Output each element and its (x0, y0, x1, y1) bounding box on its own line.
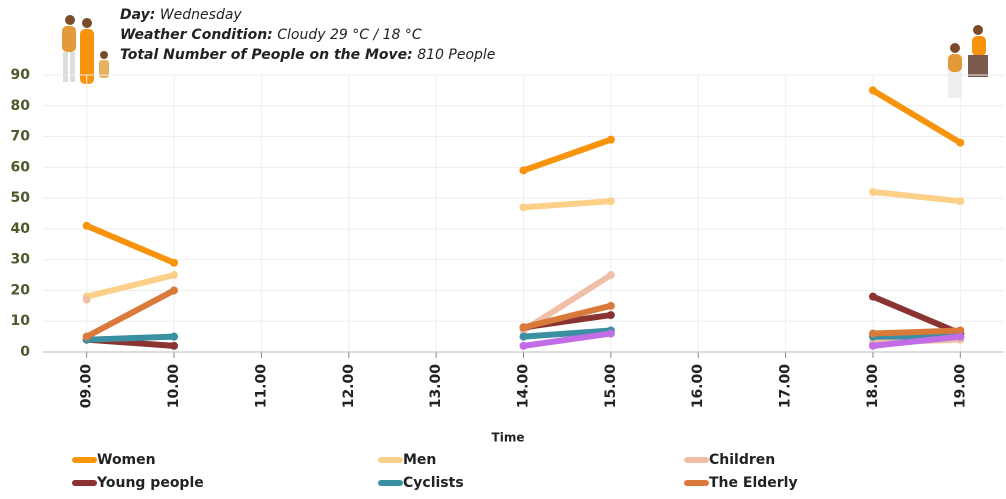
x-tick-label: 19.00 (952, 364, 968, 409)
x-tick-label: 18.00 (865, 364, 881, 409)
data-point (170, 332, 179, 341)
series-line (869, 333, 964, 349)
series-line (520, 302, 614, 331)
x-axis-label: Time (492, 431, 525, 445)
x-tick-label: 11.00 (253, 364, 269, 409)
data-point (606, 329, 615, 338)
y-tick-label: 40 (11, 221, 31, 237)
info-label: Total Number of People on the Move: (120, 47, 413, 63)
series-line (520, 327, 614, 340)
series-line (869, 293, 964, 337)
y-tick-label: 10 (11, 313, 31, 329)
y-tick-label: 30 (11, 252, 31, 268)
info-value: Cloudy 29 °C / 18 °C (277, 27, 422, 43)
data-point (519, 341, 528, 350)
x-tick-label: 12.00 (341, 364, 357, 409)
info-label: Weather Condition: (120, 27, 273, 43)
data-point (170, 286, 179, 295)
illustration-right (948, 25, 988, 98)
data-point (170, 258, 179, 267)
series-line (83, 287, 178, 340)
data-point (170, 341, 179, 350)
legend-label: The Elderly (709, 475, 798, 491)
data-point (868, 329, 877, 338)
legend-label: Cyclists (403, 475, 464, 491)
legend-label: Men (403, 452, 436, 468)
data-point (606, 311, 615, 320)
data-point (82, 221, 91, 230)
series-line (520, 330, 614, 349)
series-line (869, 327, 964, 337)
data-point (606, 271, 615, 280)
series-line (520, 198, 614, 211)
data-point (868, 86, 877, 95)
info-value: 810 People (417, 47, 495, 63)
data-point (519, 332, 528, 341)
legend-label: Women (97, 452, 156, 468)
x-tick-label: 09.00 (79, 364, 95, 409)
series-line (83, 222, 178, 266)
data-point (82, 295, 91, 304)
data-point (868, 187, 877, 196)
y-tick-label: 0 (20, 344, 30, 360)
data-point (956, 138, 965, 147)
x-tick-label: 10.00 (166, 364, 182, 409)
data-point (519, 203, 528, 212)
data-point (606, 197, 615, 206)
series-line (869, 87, 964, 146)
x-tick-label: 13.00 (428, 364, 444, 409)
data-point (956, 197, 965, 206)
data-point (82, 332, 91, 341)
x-tick-label: 15.00 (603, 364, 619, 409)
data-point (868, 341, 877, 350)
x-tick-label: 14.00 (516, 364, 532, 409)
y-tick-label: 80 (11, 98, 31, 114)
data-point (956, 332, 965, 341)
series-line (869, 188, 964, 205)
data-point (868, 292, 877, 301)
info-line: Weather Condition: Cloudy 29 °C / 18 °C (120, 27, 422, 43)
y-tick-label: 70 (11, 129, 31, 145)
legend-label: Young people (96, 475, 204, 491)
data-point (519, 166, 528, 175)
info-label: Day: (120, 7, 155, 23)
data-point (956, 326, 965, 335)
series-line (83, 272, 178, 300)
data-point (519, 323, 528, 332)
y-tick-label: 20 (11, 282, 31, 298)
data-point (606, 301, 615, 310)
y-tick-label: 60 (11, 159, 31, 175)
info-value: Wednesday (160, 7, 243, 23)
legend-label: Children (709, 452, 775, 468)
data-point (606, 135, 615, 144)
y-tick-label: 50 (11, 190, 31, 206)
x-tick-label: 16.00 (690, 364, 706, 409)
illustration-left (62, 15, 109, 84)
info-line: Total Number of People on the Move: 810 … (120, 47, 495, 63)
data-point (170, 271, 179, 280)
x-tick-label: 17.00 (778, 364, 794, 409)
y-tick-label: 90 (11, 67, 31, 83)
info-line: Day: Wednesday (120, 7, 242, 23)
series-line (83, 333, 178, 343)
series-line (520, 136, 614, 174)
